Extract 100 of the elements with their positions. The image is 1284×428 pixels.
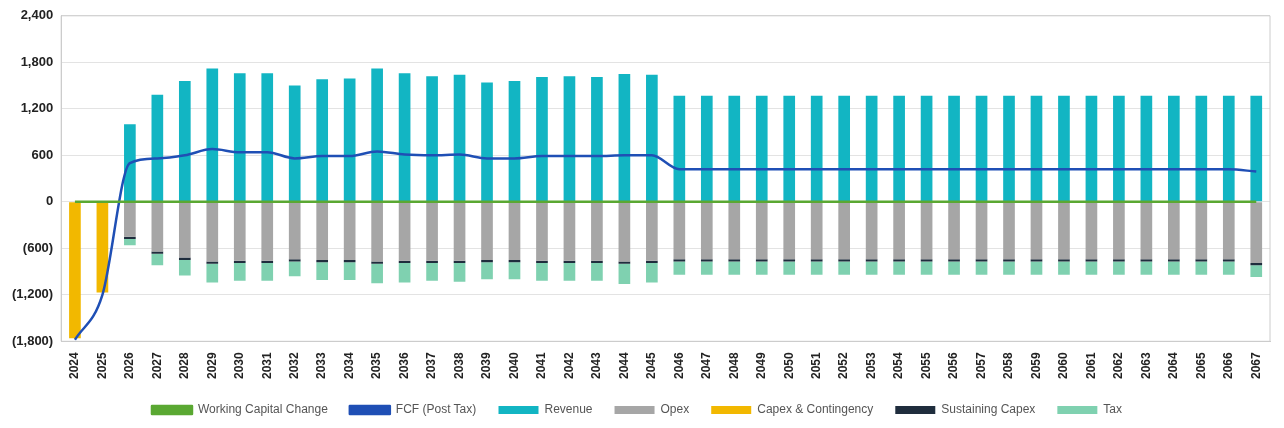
bar	[948, 95, 960, 202]
y-tick-label: 1,800	[20, 53, 54, 69]
bar	[1030, 261, 1043, 275]
x-tick-label: 2028	[177, 351, 192, 380]
bar	[206, 261, 219, 264]
bar	[453, 74, 466, 202]
bar	[810, 95, 823, 202]
bar	[618, 202, 631, 262]
bar	[1222, 95, 1235, 202]
bar	[1113, 261, 1125, 275]
bar	[536, 263, 548, 281]
bar	[151, 202, 164, 252]
bar	[1030, 202, 1043, 260]
bar	[646, 202, 658, 261]
bar	[316, 262, 329, 281]
bar	[700, 202, 713, 260]
bar	[948, 261, 960, 275]
bar	[536, 77, 548, 202]
bar	[1195, 95, 1208, 202]
bar	[865, 95, 878, 202]
bar	[1058, 95, 1070, 202]
bar	[371, 68, 383, 202]
x-tick-label: 2063	[1138, 351, 1153, 380]
legend-label: Working Capital Change	[197, 402, 329, 417]
legend-label: Opex	[660, 402, 690, 417]
bar	[288, 85, 301, 202]
bar	[618, 263, 631, 284]
bar	[261, 73, 274, 202]
bar	[1058, 202, 1070, 260]
bar	[178, 80, 191, 202]
x-tick-label: 2049	[754, 351, 769, 380]
bar	[646, 74, 658, 202]
x-tick-label: 2055	[918, 351, 933, 380]
bar	[591, 77, 603, 202]
bar	[178, 202, 191, 258]
x-tick-label: 2035	[369, 351, 384, 380]
bar	[975, 202, 988, 260]
bar	[755, 261, 768, 275]
bar	[398, 202, 411, 261]
bar	[1140, 261, 1153, 275]
x-tick-label: 2040	[506, 351, 521, 380]
bar	[536, 202, 548, 261]
x-tick-label: 2062	[1111, 351, 1126, 380]
bar	[288, 261, 301, 277]
bar	[1003, 261, 1015, 275]
x-tick-label: 2048	[726, 351, 741, 380]
bar	[206, 68, 219, 202]
bar	[233, 202, 246, 261]
bar	[233, 73, 246, 202]
x-tick-label: 2043	[589, 351, 604, 380]
bar	[618, 73, 631, 202]
bar	[1030, 95, 1043, 202]
x-tick-label: 2065	[1193, 351, 1208, 380]
y-tick-label: 1,200	[20, 100, 54, 116]
bar	[563, 263, 576, 281]
bar	[1168, 95, 1180, 202]
x-tick-label: 2041	[534, 351, 549, 380]
x-tick-label: 2060	[1056, 351, 1071, 380]
bar	[1222, 261, 1235, 275]
x-tick-label: 2067	[1248, 351, 1263, 380]
bar	[1250, 95, 1263, 202]
bar	[151, 94, 164, 202]
bar	[1113, 95, 1125, 202]
bar	[481, 82, 493, 202]
bar	[508, 80, 521, 202]
x-tick-label: 2026	[122, 351, 137, 380]
bar	[398, 73, 411, 202]
bar	[783, 202, 796, 260]
bar	[426, 263, 438, 281]
x-tick-label: 2027	[149, 351, 164, 380]
bar	[453, 263, 466, 282]
bar	[975, 261, 988, 275]
x-tick-label: 2052	[836, 351, 851, 380]
bar	[261, 263, 274, 281]
bar	[343, 78, 356, 202]
bar	[838, 95, 851, 202]
legend-label: Tax	[1103, 402, 1123, 417]
bar	[69, 202, 81, 339]
bar	[316, 79, 329, 202]
bar	[1003, 95, 1015, 202]
bar	[893, 95, 905, 202]
x-tick-label: 2034	[341, 351, 356, 380]
x-tick-label: 2029	[204, 351, 219, 380]
bar	[673, 202, 686, 260]
bar	[920, 202, 933, 260]
bar	[948, 202, 960, 260]
bar	[261, 202, 274, 261]
bar	[1168, 261, 1180, 275]
x-tick-label: 2024	[67, 351, 82, 380]
x-tick-label: 2059	[1028, 351, 1043, 380]
bar	[1250, 265, 1263, 277]
x-tick-label: 2053	[863, 351, 878, 380]
line-series	[73, 147, 1258, 342]
bar	[371, 261, 383, 264]
bar	[316, 202, 329, 260]
bar	[920, 95, 933, 202]
bar	[700, 95, 713, 202]
bar	[563, 202, 576, 261]
bar	[481, 202, 493, 260]
x-tick-label: 2044	[616, 351, 631, 380]
